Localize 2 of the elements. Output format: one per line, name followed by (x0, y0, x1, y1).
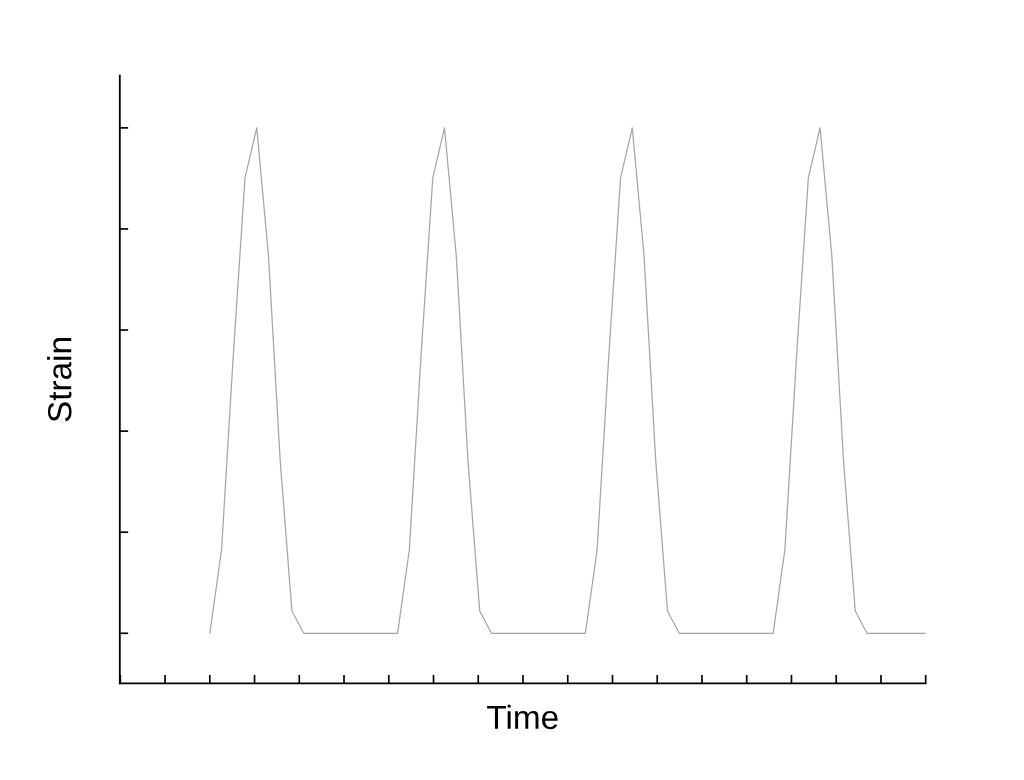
y-axis-title: Strain (47, 338, 72, 422)
x-axis-title: Time (487, 704, 558, 730)
